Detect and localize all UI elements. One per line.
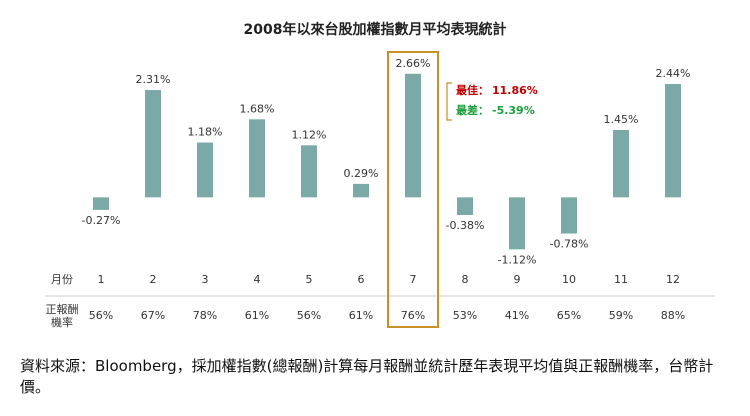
bar: [457, 197, 473, 215]
value-label: -0.78%: [550, 238, 589, 251]
rate-label: 67%: [141, 309, 165, 322]
value-label: 2.31%: [136, 73, 171, 86]
x-tick-label: 1: [98, 273, 105, 286]
chart: 2008年以來台股加權指數月平均表現統計 -0.27% 1 56% 2.31% 2 67%…: [45, 21, 715, 328]
x-tick-label: 9: [514, 273, 521, 286]
bar: [509, 197, 525, 250]
bar: [353, 183, 369, 198]
value-label: 2.66%: [396, 57, 431, 70]
value-label: -0.38%: [446, 219, 485, 232]
x-tick-label: 5: [306, 273, 313, 286]
bar: [145, 90, 161, 198]
bar: [561, 197, 577, 234]
annotation-value: 11.86%: [492, 84, 538, 97]
x-tick-label: 12: [666, 273, 680, 286]
rate-label: 88%: [661, 309, 685, 322]
rate-label: 56%: [297, 309, 321, 322]
chart-title: 2008年以來台股加權指數月平均表現統計: [244, 21, 507, 38]
rate-row-label: 正報酬機率: [45, 303, 79, 329]
value-label: 2.44%: [656, 67, 691, 80]
bar: [301, 145, 317, 198]
highlight-box: [387, 51, 439, 328]
rate-label: 76%: [401, 309, 425, 322]
value-label: 1.12%: [292, 128, 327, 141]
bar: [249, 119, 265, 198]
x-tick-label: 8: [462, 273, 469, 286]
annotation-value: -5.39%: [492, 104, 535, 117]
category-row-label: 月份: [51, 273, 73, 286]
x-tick-label: 2: [150, 273, 157, 286]
value-label: -1.12%: [498, 253, 537, 266]
rate-label: 53%: [453, 309, 477, 322]
value-label: -0.27%: [82, 214, 121, 227]
value-label: 1.18%: [188, 126, 223, 139]
annotation-label: 最佳：: [456, 83, 489, 97]
bar: [93, 197, 109, 210]
x-tick-label: 6: [358, 273, 365, 286]
value-label: 1.68%: [240, 102, 275, 115]
rate-label: 65%: [557, 309, 581, 322]
annotation-bracket: [446, 82, 452, 121]
value-label: 0.29%: [344, 167, 379, 180]
annotation-label: 最差：: [456, 103, 489, 117]
bar: [197, 142, 213, 198]
x-tick-label: 3: [202, 273, 209, 286]
source-note: 資料來源：Bloomberg，採加權指數(總報酬)計算每月報酬並統計歷年表現平均…: [20, 357, 714, 396]
value-label: 1.45%: [604, 113, 639, 126]
rate-label: 78%: [193, 309, 217, 322]
rate-label: 56%: [89, 309, 113, 322]
x-tick-label: 7: [410, 273, 417, 286]
x-tick-label: 4: [254, 273, 261, 286]
bar: [405, 73, 421, 198]
x-tick-label: 10: [562, 273, 576, 286]
bar: [665, 84, 681, 198]
rate-label: 59%: [609, 309, 633, 322]
rate-label: 41%: [505, 309, 529, 322]
rate-label: 61%: [349, 309, 373, 322]
rate-label: 61%: [245, 309, 269, 322]
bar: [613, 129, 629, 198]
x-tick-label: 11: [614, 273, 628, 286]
